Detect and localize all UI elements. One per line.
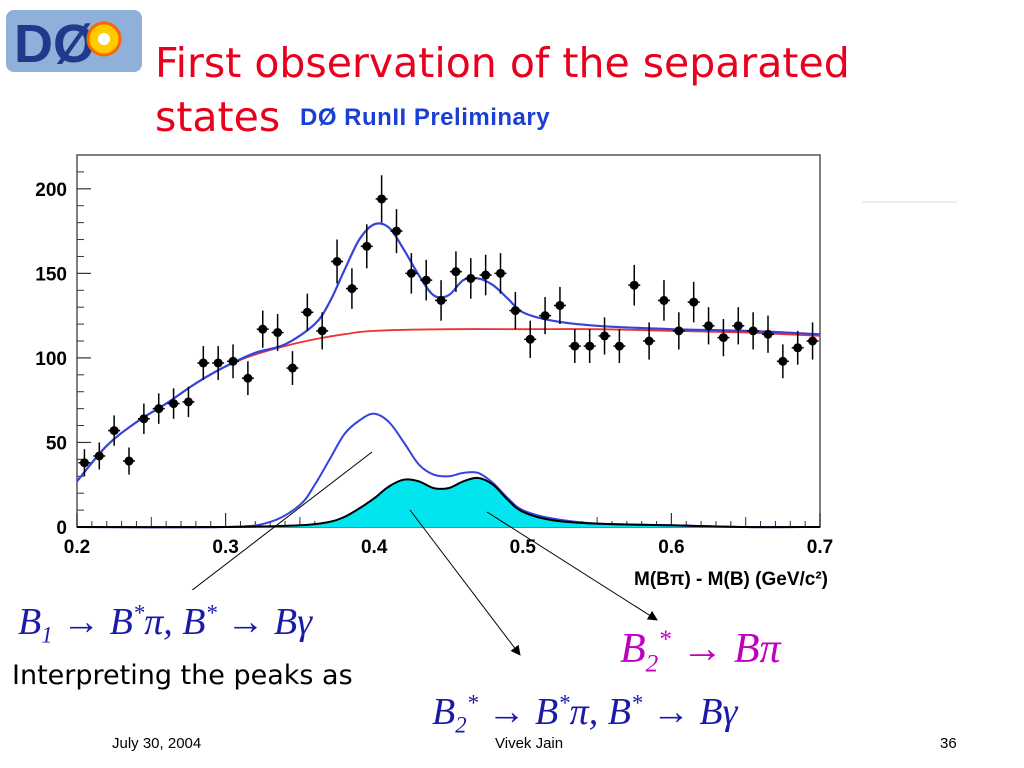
mass-spectrum-chart: 0 50 100 150 200 0.2 0.3 0.4 0.5 0.6 0.7 M(Bπ) - … (35, 154, 833, 590)
data-point (689, 297, 699, 307)
arrow-to-b1-formula (191, 451, 373, 590)
data-point (421, 275, 431, 285)
data-point (451, 267, 461, 277)
y-tick-label: 200 (35, 180, 67, 201)
data-point (362, 241, 372, 251)
data-point (704, 321, 714, 331)
data-point (287, 363, 297, 373)
data-point (406, 268, 416, 278)
y-tick-label: 0 (56, 518, 67, 539)
footer-date: July 30, 2004 (112, 735, 202, 752)
data-point (808, 336, 818, 346)
data-point (570, 341, 580, 351)
data-point (317, 326, 327, 336)
data-point (644, 336, 654, 346)
data-point (540, 311, 550, 321)
x-tick-label: 0.6 (658, 537, 684, 558)
x-tick-label: 0.4 (361, 537, 388, 558)
data-point (733, 321, 743, 331)
x-tick-label: 0.3 (212, 537, 238, 558)
y-tick-label: 150 (35, 264, 67, 285)
data-point (139, 414, 149, 424)
data-point (302, 307, 312, 317)
footer-author: Vivek Jain (495, 735, 564, 752)
data-point (332, 257, 342, 267)
slide-title: First observation of the separated state… (155, 39, 850, 141)
plot-frame (76, 154, 821, 528)
data-point (718, 333, 728, 343)
chart-preliminary-label: DØ RunII Preliminary (300, 104, 551, 131)
data-point (258, 324, 268, 334)
y-tick-label: 100 (35, 349, 67, 370)
data-point (183, 397, 193, 407)
b2-signal-fill (77, 477, 820, 528)
data-point (109, 426, 119, 436)
formula-b2-to-bpi: B2* → Bπ (620, 626, 781, 678)
data-point (198, 358, 208, 368)
data-point (510, 306, 520, 316)
data-point (79, 458, 89, 468)
data-point (391, 226, 401, 236)
data-point (763, 329, 773, 339)
data-point (154, 404, 164, 414)
data-point (748, 326, 758, 336)
data-point (347, 284, 357, 294)
data-point (585, 341, 595, 351)
data-point (629, 280, 639, 290)
data-point (273, 328, 283, 338)
data-point (94, 451, 104, 461)
data-point (674, 326, 684, 336)
formula-b1-decay: B1 → B*π, B* → Bγ (18, 600, 313, 648)
slide-number: 36 (940, 735, 957, 752)
data-point (228, 356, 238, 366)
data-point (496, 268, 506, 278)
decorative-line (862, 201, 957, 203)
data-point (793, 343, 803, 353)
data-point (555, 300, 565, 310)
data-point (600, 331, 610, 341)
data-point (436, 295, 446, 305)
logo-text: DØ (14, 14, 95, 74)
interpretation-text: Interpreting the peaks as (12, 660, 353, 691)
data-point (778, 356, 788, 366)
data-point (213, 358, 223, 368)
data-point (377, 194, 387, 204)
data-point (169, 399, 179, 409)
y-tick-label: 50 (46, 433, 67, 454)
x-axis-label: M(Bπ) - M(B) (GeV/c²) (634, 569, 828, 590)
data-point (481, 270, 491, 280)
x-tick-label: 0.5 (510, 537, 537, 558)
data-point (124, 456, 134, 466)
x-tick-label: 0.2 (64, 537, 90, 558)
data-point (525, 334, 535, 344)
data-point (659, 295, 669, 305)
x-tick-label: 0.7 (807, 537, 833, 558)
data-point (466, 273, 476, 283)
formula-b2-to-bstarpi: B2* → B*π, B* → Bγ (432, 690, 738, 738)
d0-logo: DØ (6, 10, 142, 74)
data-point (243, 373, 253, 383)
data-point (614, 341, 624, 351)
